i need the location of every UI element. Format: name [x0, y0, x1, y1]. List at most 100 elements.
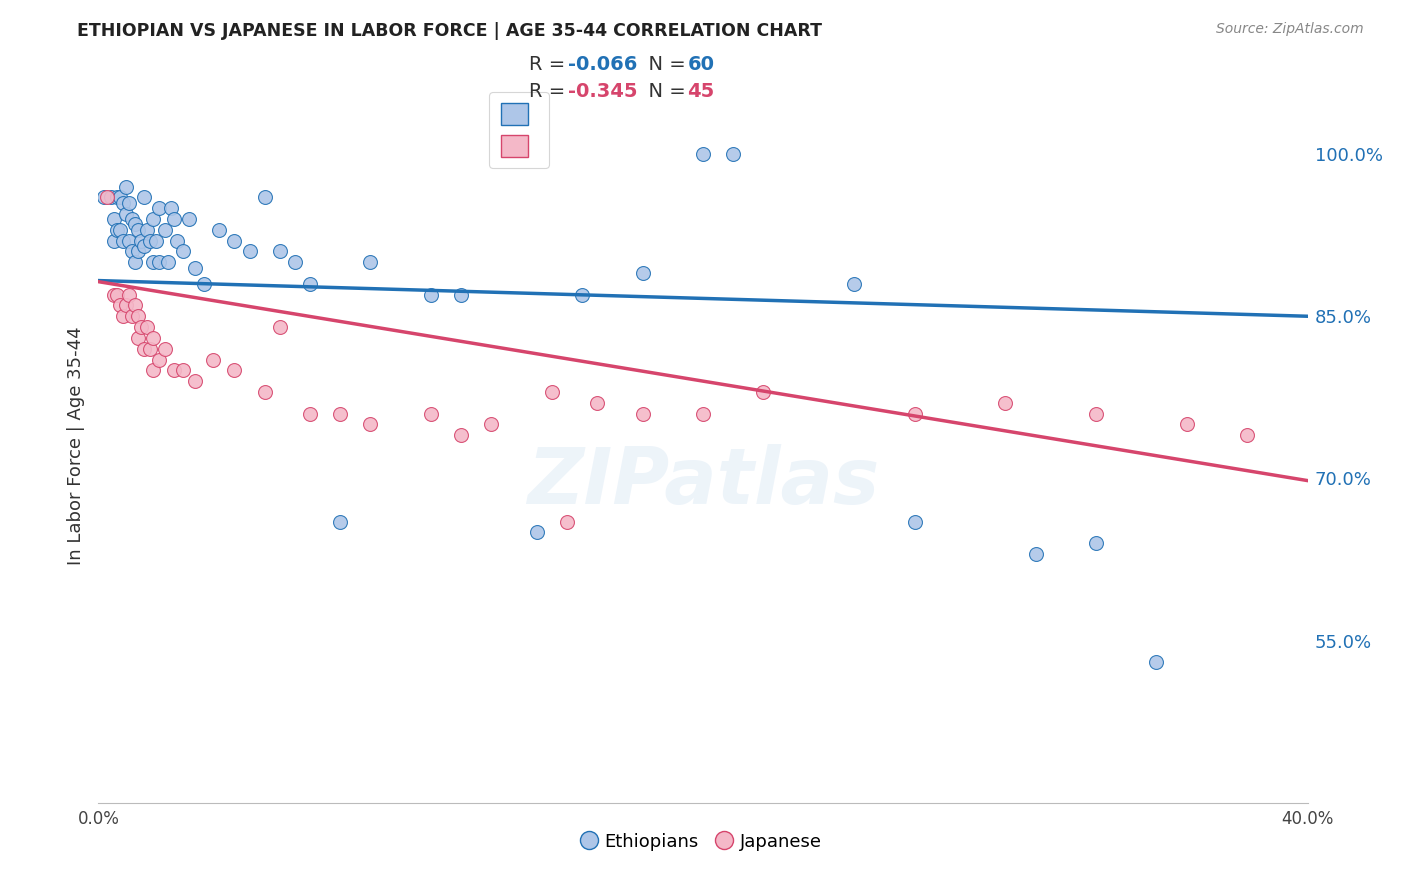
Point: [118, 195, 141, 210]
Point: [148, 255, 170, 269]
Point: [1236, 428, 1258, 442]
Point: [269, 320, 291, 334]
Text: N =: N =: [636, 82, 692, 102]
Point: [299, 407, 322, 421]
Text: N =: N =: [636, 54, 692, 74]
Point: [172, 363, 194, 377]
Point: [145, 234, 167, 248]
Point: [752, 384, 775, 399]
Point: [111, 234, 134, 248]
Point: [904, 407, 927, 421]
Point: [153, 223, 176, 237]
Point: [132, 190, 155, 204]
Point: [184, 260, 207, 275]
Point: [526, 525, 548, 540]
Text: R =: R =: [529, 82, 571, 102]
Point: [142, 255, 165, 269]
Text: -0.345: -0.345: [568, 82, 637, 102]
Point: [299, 277, 322, 291]
Point: [723, 147, 745, 161]
Point: [631, 407, 654, 421]
Point: [184, 374, 207, 388]
Point: [127, 244, 149, 259]
Legend: Ethiopians, Japanese: Ethiopians, Japanese: [576, 826, 830, 858]
Point: [132, 342, 155, 356]
Point: [163, 363, 186, 377]
Point: [208, 223, 231, 237]
Point: [420, 287, 443, 301]
Point: [114, 298, 136, 312]
Point: [96, 190, 118, 204]
Point: [360, 255, 382, 269]
Point: [253, 384, 276, 399]
Point: [172, 244, 194, 259]
Point: [103, 211, 125, 226]
Point: [692, 407, 714, 421]
Point: [420, 407, 443, 421]
Point: [135, 223, 157, 237]
Point: [160, 201, 183, 215]
Point: [904, 515, 927, 529]
Point: [121, 310, 143, 324]
Point: [103, 287, 125, 301]
Point: [127, 331, 149, 345]
Text: Source: ZipAtlas.com: Source: ZipAtlas.com: [1216, 22, 1364, 37]
Point: [202, 352, 225, 367]
Text: 45: 45: [688, 82, 714, 102]
Point: [329, 515, 352, 529]
Point: [1085, 407, 1108, 421]
Point: [360, 417, 382, 432]
Point: [105, 223, 128, 237]
Y-axis label: In Labor Force | Age 35-44: In Labor Force | Age 35-44: [66, 326, 84, 566]
Point: [148, 352, 170, 367]
Point: [1175, 417, 1198, 432]
Point: [139, 234, 162, 248]
Point: [135, 320, 157, 334]
Point: [844, 277, 866, 291]
Point: [111, 195, 134, 210]
Point: [224, 363, 246, 377]
Point: [118, 234, 141, 248]
Text: R =: R =: [529, 54, 571, 74]
Point: [139, 342, 162, 356]
Point: [108, 190, 131, 204]
Point: [124, 218, 146, 232]
Point: [127, 223, 149, 237]
Point: [124, 255, 146, 269]
Point: [148, 201, 170, 215]
Point: [124, 298, 146, 312]
Point: [132, 239, 155, 253]
Point: [121, 244, 143, 259]
Point: [540, 384, 562, 399]
Point: [142, 331, 165, 345]
Point: [253, 190, 276, 204]
Point: [105, 190, 128, 204]
Point: [103, 234, 125, 248]
Point: [994, 396, 1017, 410]
Point: [179, 211, 201, 226]
Point: [100, 190, 122, 204]
Text: 60: 60: [688, 54, 714, 74]
Text: -0.066: -0.066: [568, 54, 637, 74]
Point: [586, 396, 609, 410]
Point: [108, 223, 131, 237]
Point: [127, 310, 149, 324]
Point: [269, 244, 291, 259]
Point: [571, 287, 593, 301]
Point: [555, 515, 578, 529]
Point: [142, 211, 165, 226]
Point: [93, 190, 115, 204]
Point: [193, 277, 215, 291]
Point: [129, 234, 152, 248]
Point: [129, 320, 152, 334]
Point: [450, 287, 472, 301]
Point: [239, 244, 262, 259]
Point: [111, 310, 134, 324]
Point: [631, 266, 654, 280]
Point: [284, 255, 307, 269]
Point: [114, 206, 136, 220]
Point: [481, 417, 503, 432]
Point: [153, 342, 176, 356]
Point: [1144, 655, 1167, 669]
Point: [329, 407, 352, 421]
